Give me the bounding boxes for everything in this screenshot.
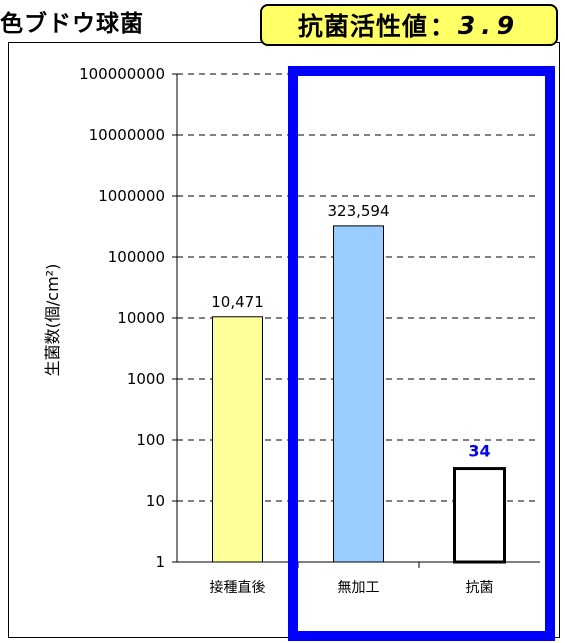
y-tick-label: 100000000 [79, 65, 165, 83]
antibacterial-activity-badge: 抗菌活性値 ： 3.9 [260, 4, 558, 46]
data-label: 10,471 [211, 293, 264, 311]
badge-label: 抗菌活性値 [297, 12, 428, 41]
bars-layer [212, 225, 506, 564]
y-tick-label: 1000 [127, 370, 165, 388]
y-tick-label: 100 [136, 431, 165, 449]
x-category-label: 抗菌 [466, 580, 494, 596]
badge-value: 3.9 [457, 10, 521, 40]
chart-title: 色ブドウ球菌 [0, 11, 144, 37]
x-category-label: 無加工 [338, 580, 380, 596]
y-tick-label: 100000 [108, 248, 165, 266]
bar-2 [333, 225, 384, 563]
badge-separator: ： [429, 12, 456, 41]
y-axis-label: 生菌数(個/cm²) [43, 264, 62, 377]
bar-3 [453, 467, 506, 564]
y-tick-label: 10000 [117, 309, 165, 327]
axis-layer [172, 73, 540, 568]
y-tick-label: 1000000 [98, 187, 165, 205]
y-tick-label: 10 [146, 492, 165, 510]
y-tick-label: 10000000 [89, 126, 165, 144]
bar-1 [212, 316, 263, 563]
labels-layer: 1 10 100 1000 10000 100000 1000000 10000000 1000… [79, 65, 493, 596]
data-label: 34 [468, 442, 490, 461]
y-tick-label: 1 [155, 553, 165, 571]
x-category-label: 接種直後 [210, 579, 266, 596]
data-label: 323,594 [327, 202, 389, 220]
highlight-frame [288, 66, 555, 641]
